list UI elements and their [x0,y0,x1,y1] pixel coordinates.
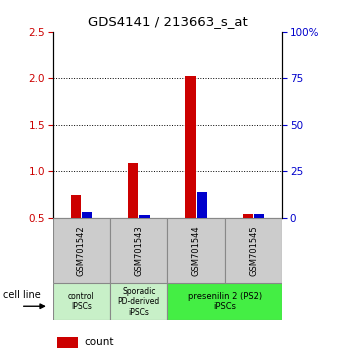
Text: GSM701543: GSM701543 [134,225,143,276]
Bar [185,75,195,218]
Bar [110,218,168,283]
Bar [53,218,110,283]
Bar [168,283,282,320]
Bar [168,218,225,283]
Bar [197,192,207,218]
Text: GSM701545: GSM701545 [249,225,258,276]
Bar [110,283,168,320]
Bar [57,337,78,348]
Bar [128,163,138,218]
Text: count: count [85,337,114,347]
Text: presenilin 2 (PS2)
iPSCs: presenilin 2 (PS2) iPSCs [188,292,262,312]
Text: GSM701544: GSM701544 [192,225,201,276]
Text: control
IPSCs: control IPSCs [68,292,95,312]
Bar [70,195,81,218]
Text: Sporadic
PD-derived
iPSCs: Sporadic PD-derived iPSCs [118,287,160,317]
Text: GSM701542: GSM701542 [77,225,86,276]
Bar [225,218,282,283]
Title: GDS4141 / 213663_s_at: GDS4141 / 213663_s_at [88,15,247,28]
Text: cell line: cell line [3,290,41,300]
Bar [139,215,150,218]
Bar [254,214,265,218]
Bar [243,214,253,218]
Bar [82,212,92,218]
Bar [53,283,110,320]
